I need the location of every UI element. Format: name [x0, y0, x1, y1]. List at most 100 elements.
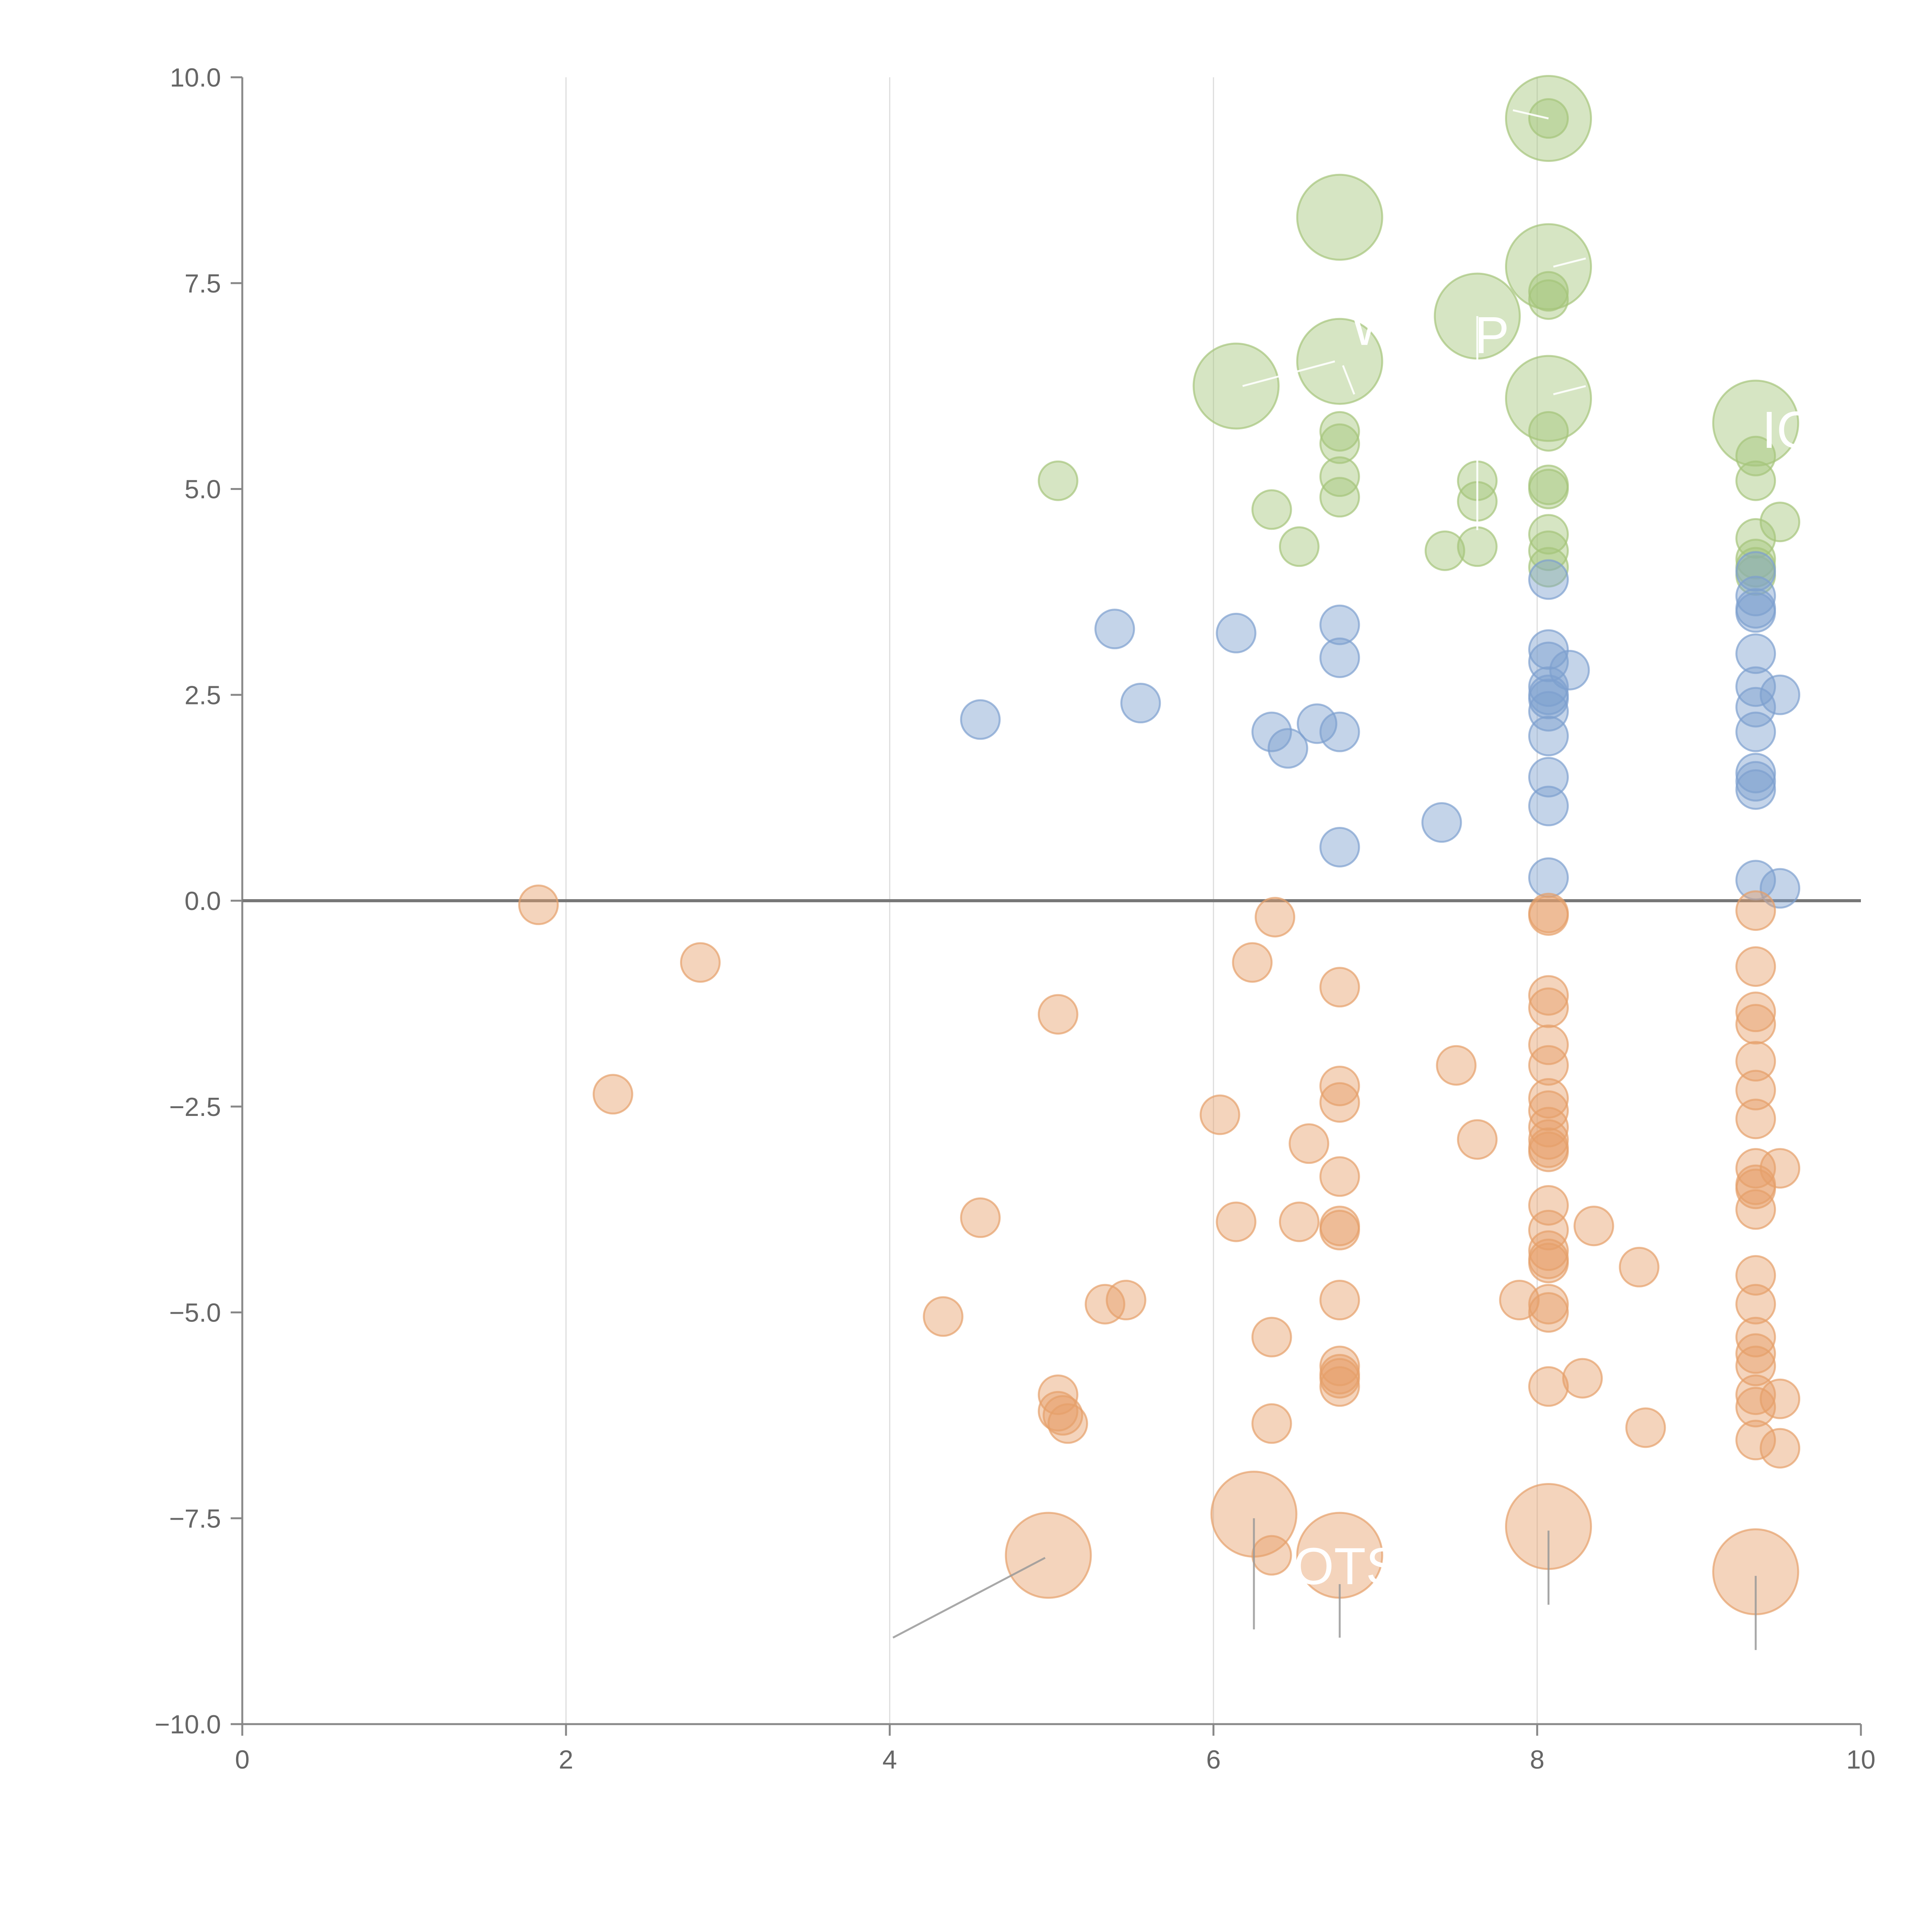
- green-point: [1319, 411, 1360, 452]
- orange-point: [1319, 967, 1360, 1008]
- leader-lines: [892, 109, 1757, 1650]
- blue-point: [1528, 786, 1569, 827]
- x-tick-label: 0: [235, 1745, 250, 1774]
- blue-point: [960, 699, 1001, 740]
- orange-point: [1735, 1255, 1776, 1296]
- orange-point: [1528, 1243, 1569, 1284]
- orange-point: [518, 884, 559, 925]
- blue-point: [1735, 711, 1776, 752]
- orange-point: [1735, 1168, 1776, 1209]
- blue-point: [1735, 753, 1776, 794]
- blue-point: [1094, 609, 1135, 650]
- blue-point: [1528, 559, 1569, 600]
- y-tick-label: 10.0: [170, 63, 221, 92]
- y-tick-label: 0.0: [184, 886, 221, 916]
- green-point: [1424, 530, 1465, 571]
- orange-point: [1199, 1094, 1240, 1135]
- x-tick-label: 4: [883, 1745, 897, 1774]
- point-label: P: [1475, 306, 1509, 364]
- blue-point: [1421, 802, 1462, 843]
- orange-point: [1047, 1403, 1088, 1444]
- x-tick-label: 10: [1846, 1745, 1876, 1774]
- leader-line: [1342, 365, 1355, 395]
- orange-point: [1760, 1428, 1801, 1469]
- orange-point: [1319, 1209, 1360, 1250]
- orange-point: [1573, 1206, 1614, 1247]
- orange-point: [1319, 1280, 1360, 1321]
- orange-point: [1319, 1358, 1360, 1399]
- blue-point: [1735, 687, 1776, 728]
- blue-point: [1528, 716, 1569, 757]
- orange-point: [1528, 1131, 1569, 1172]
- orange-point: [1319, 1156, 1360, 1197]
- blue-point: [1735, 633, 1776, 674]
- green-point: [1192, 342, 1280, 430]
- orange-point: [1216, 1201, 1257, 1242]
- blue-point: [1319, 711, 1360, 752]
- orange-point: [1528, 1185, 1569, 1226]
- orange-point: [1085, 1284, 1126, 1325]
- green-point: [1319, 477, 1360, 518]
- orange-point: [1319, 1345, 1360, 1386]
- leader-line: [1553, 385, 1586, 395]
- green-point: [1528, 469, 1569, 509]
- orange-point: [1528, 1209, 1569, 1250]
- orange-point: [1528, 1090, 1569, 1131]
- orange-point: [1735, 1099, 1776, 1139]
- orange-point: [1528, 1107, 1569, 1148]
- orange-point: [1528, 1119, 1569, 1160]
- green-point: [1319, 456, 1360, 497]
- green-point: [1528, 411, 1569, 452]
- orange-point: [1232, 942, 1273, 983]
- green-point: [1319, 423, 1360, 464]
- orange-point: [923, 1296, 964, 1337]
- orange-point: [1528, 1292, 1569, 1333]
- green-point: [1760, 502, 1801, 543]
- orange-point: [1735, 1387, 1776, 1428]
- orange-point: [1255, 897, 1296, 938]
- leader-line: [1553, 257, 1586, 268]
- orange-point: [1735, 1284, 1776, 1325]
- orange-point: [1319, 1082, 1360, 1123]
- orange-point: [1105, 1280, 1146, 1321]
- point-label: OTSI: [1293, 1537, 1415, 1595]
- green-point: [1735, 435, 1776, 476]
- orange-point: [1735, 1420, 1776, 1461]
- y-tick-label: −2.5: [169, 1092, 221, 1122]
- orange-point: [1735, 890, 1776, 931]
- y-tick-label: −5.0: [169, 1298, 221, 1328]
- orange-point: [1735, 1070, 1776, 1111]
- orange-point: [1528, 975, 1569, 1016]
- blue-point: [1735, 769, 1776, 810]
- orange-point: [1625, 1407, 1666, 1448]
- orange-point: [1251, 1316, 1292, 1357]
- blue-point: [1735, 860, 1776, 901]
- green-point: [1457, 526, 1498, 567]
- y-tick-label: 2.5: [184, 680, 221, 710]
- blue-point: [1528, 857, 1569, 898]
- green-point: [1528, 271, 1569, 312]
- orange-point: [1037, 994, 1078, 1035]
- green-point: [1528, 530, 1569, 571]
- green-point: [1528, 547, 1569, 588]
- blue-point: [1528, 679, 1569, 719]
- blue-point: [1735, 761, 1776, 802]
- green-point: [1712, 379, 1799, 467]
- orange-point: [1528, 1284, 1569, 1325]
- green-point: [1735, 539, 1776, 580]
- y-tick-label: −10.0: [155, 1710, 221, 1739]
- orange-point: [592, 1074, 633, 1115]
- point-label: W: [1351, 298, 1400, 356]
- point-labels: W P IC OTSI: [1293, 298, 1814, 1595]
- orange-point: [1735, 1333, 1776, 1374]
- orange-point: [1619, 1247, 1660, 1287]
- green-point: [1037, 460, 1078, 501]
- blue-point: [1735, 666, 1776, 707]
- x-tick-label: 6: [1206, 1745, 1221, 1774]
- blue-point: [1735, 592, 1776, 633]
- orange-point: [1005, 1512, 1092, 1599]
- y-tick-label: −7.5: [169, 1504, 221, 1533]
- orange-point: [1528, 1230, 1569, 1271]
- green-point: [1251, 489, 1292, 530]
- orange-point: [1760, 1148, 1801, 1189]
